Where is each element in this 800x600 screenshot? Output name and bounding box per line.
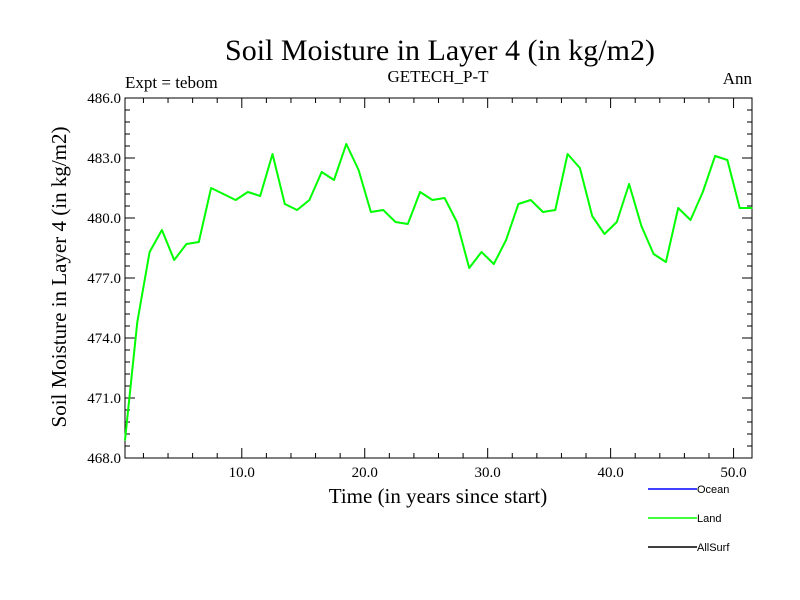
legend-label-land: Land <box>697 513 721 525</box>
data-point <box>222 193 225 195</box>
data-point <box>357 169 360 171</box>
data-point <box>652 253 655 255</box>
y-tick-label: 480.0 <box>87 211 121 227</box>
dataset-label: GETECH_P-T <box>387 67 489 86</box>
data-point <box>714 155 716 157</box>
data-point <box>456 221 458 223</box>
data-point <box>124 439 126 441</box>
experiment-label: Expt = tebom <box>125 73 218 92</box>
data-point <box>529 199 532 201</box>
data-point <box>554 209 557 211</box>
data-point <box>296 209 298 211</box>
data-point <box>247 191 249 193</box>
data-point <box>505 239 507 241</box>
data-point <box>173 259 175 261</box>
x-tick-label: 10.0 <box>229 465 255 481</box>
data-point <box>591 215 593 217</box>
data-point <box>185 243 188 245</box>
data-point <box>615 221 618 223</box>
data-point <box>751 207 753 209</box>
data-point <box>284 203 286 205</box>
data-point <box>394 221 397 223</box>
x-tick-label: 40.0 <box>597 465 623 481</box>
legend: Ocean Land AllSurf <box>648 484 730 554</box>
plot-frame <box>124 97 753 459</box>
data-point <box>370 211 372 213</box>
data-point <box>431 199 434 201</box>
y-tick-label: 477.0 <box>87 271 121 287</box>
data-point <box>333 179 335 181</box>
x-tick-label: 50.0 <box>720 465 746 481</box>
data-point <box>443 197 446 199</box>
x-tick-label: 20.0 <box>352 465 378 481</box>
x-axis-title: Time (in years since start) <box>329 484 548 508</box>
data-point <box>234 199 237 201</box>
data-point <box>468 267 471 269</box>
data-point <box>628 183 630 185</box>
data-point <box>382 209 384 211</box>
data-point <box>406 223 409 225</box>
data-point <box>493 263 495 265</box>
data-point <box>603 233 606 235</box>
data-point <box>677 207 680 209</box>
y-tick-label: 483.0 <box>87 151 121 167</box>
series-line-land <box>124 143 752 441</box>
data-point <box>566 153 569 155</box>
data-point <box>345 143 348 145</box>
data-point <box>161 229 163 231</box>
data-point <box>271 153 274 155</box>
data-point <box>308 199 311 201</box>
data-point <box>197 241 200 243</box>
data-point <box>136 321 139 323</box>
data-point <box>689 219 692 221</box>
period-label: Ann <box>723 69 753 88</box>
y-tick-label: 471.0 <box>87 391 121 407</box>
legend-label-ocean: Ocean <box>697 484 729 496</box>
data-point <box>148 251 151 253</box>
x-tick-label: 30.0 <box>475 465 501 481</box>
data-point <box>210 187 212 189</box>
data-point <box>738 207 741 209</box>
y-tick-label: 486.0 <box>87 91 121 107</box>
data-point <box>702 191 704 193</box>
data-point <box>579 167 581 169</box>
data-point <box>542 211 544 213</box>
legend-label-allsurf: AllSurf <box>697 542 730 554</box>
data-point <box>259 195 262 197</box>
data-point <box>640 225 643 227</box>
data-point <box>419 191 421 193</box>
data-point <box>517 203 520 205</box>
data-point <box>665 261 667 263</box>
y-axis-title: Soil Moisture in Layer 4 (in kg/m2) <box>47 127 71 428</box>
plot-area: 10.0 20.0 30.0 40.0 50.0 468.0 471.0 474.0 477.0… <box>87 91 753 481</box>
y-tick-label: 468.0 <box>87 451 121 467</box>
y-tick-label: 474.0 <box>87 331 121 347</box>
data-point <box>320 171 323 173</box>
data-point <box>726 159 729 161</box>
chart-title: Soil Moisture in Layer 4 (in kg/m2) <box>225 34 655 67</box>
data-point <box>480 251 483 253</box>
